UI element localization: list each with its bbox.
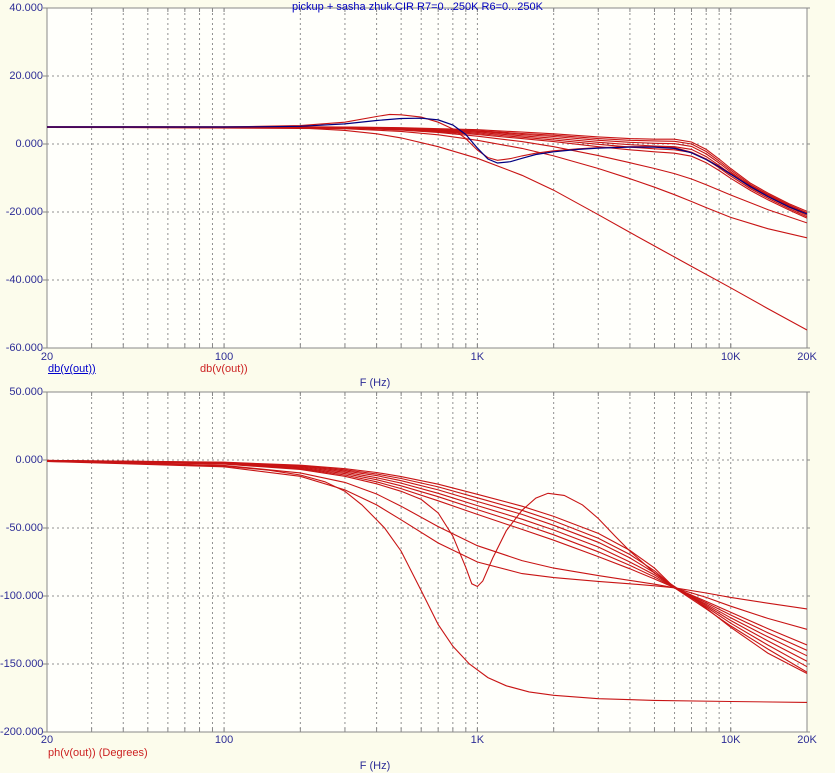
x-axis-label-bottom: F (Hz) <box>359 760 391 772</box>
x-tick-label: 1K <box>470 734 485 746</box>
x-tick-label: 100 <box>214 351 234 363</box>
y-tick-label: -50.000 <box>5 522 43 534</box>
curve-db-selected-blue <box>47 117 807 215</box>
y-tick-label: -200.000 <box>0 726 44 738</box>
curve-ph-p6 <box>47 460 807 646</box>
x-tick-label: 10K <box>720 351 741 363</box>
curve-db-low2 <box>47 126 807 239</box>
legend-db-vout-red[interactable]: db(v(out)) <box>200 363 248 375</box>
x-tick-label: 20K <box>797 351 817 363</box>
legend-db-vout-blue[interactable]: db(v(out)) <box>48 363 96 375</box>
curve-ph-p5 <box>47 460 807 651</box>
curve-ph-p4 <box>47 459 807 657</box>
y-tick-label: 20.000 <box>9 70 43 82</box>
curve-ph-p3 <box>47 459 807 662</box>
y-tick-label: -20.000 <box>5 206 43 218</box>
y-tick-label: -150.000 <box>0 658 44 670</box>
curve-db-c1 <box>47 126 807 212</box>
curve-ph-steepest <box>47 460 807 703</box>
y-tick-label: 40.000 <box>9 2 43 14</box>
x-tick-label: 20 <box>40 734 54 746</box>
x-axis-label-top: F (Hz) <box>359 377 391 389</box>
curve-ph-p2 <box>47 459 807 668</box>
y-tick-label: -100.000 <box>0 590 44 602</box>
curve-db-steepest <box>47 126 807 331</box>
curve-db-c2 <box>47 126 807 214</box>
curve-db-low1 <box>47 126 807 224</box>
x-tick-label: 1K <box>470 351 485 363</box>
x-tick-label: 100 <box>214 734 234 746</box>
curve-ph-early2 <box>47 460 807 630</box>
y-tick-label: 0.000 <box>15 454 43 466</box>
y-tick-label: -40.000 <box>5 274 43 286</box>
curve-db-c6 <box>47 126 807 219</box>
x-tick-label: 20 <box>40 351 54 363</box>
x-tick-label: 10K <box>720 734 741 746</box>
legend-ph-vout[interactable]: ph(v(out)) (Degrees) <box>48 747 148 759</box>
y-tick-label: 0.000 <box>15 138 43 150</box>
x-tick-label: 20K <box>797 734 817 746</box>
curve-db-c5 <box>47 126 807 218</box>
y-tick-label: -60.000 <box>5 342 43 354</box>
y-tick-label: 50.000 <box>9 386 43 398</box>
curve-ph-dip <box>47 460 807 674</box>
plot-title: pickup + sasha zhuk.CIR R7=0...250K R6=0… <box>291 1 543 13</box>
